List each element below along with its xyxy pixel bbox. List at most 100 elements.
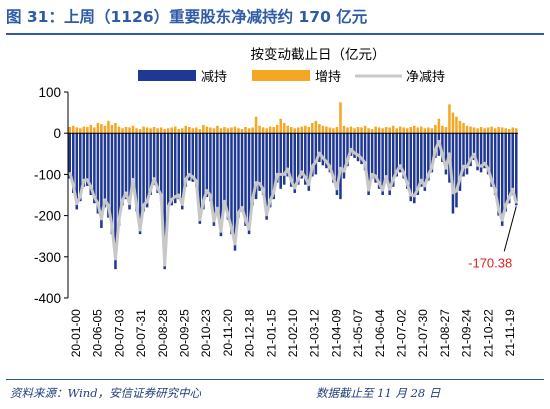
increase-bar [159,127,163,134]
increase-bar [103,125,107,134]
increase-bar [219,128,223,134]
reduce-bar [107,133,110,218]
x-tick-label: 21-06-04 [373,309,387,357]
reduce-bar [384,133,388,183]
x-tick-label: 21-01-15 [264,309,278,357]
increase-bar [209,127,212,134]
reduce-bar [507,133,511,204]
increase-bar [254,116,258,134]
reduce-bar [458,133,462,191]
figure-footer: 资料来源：Wind，安信证券研究中心 数据截止至 11 月 28 日 [6,382,544,404]
reduce-bar [282,133,286,185]
reduce-bar [79,133,82,202]
reduce-bar [275,133,279,183]
increase-bar [398,126,402,134]
reduce-bar [195,133,198,187]
increase-bar [177,129,181,134]
reduce-bar [493,133,497,195]
increase-bar [149,128,152,134]
reduce-bar [398,133,402,173]
increase-bar [416,127,420,134]
x-tick-label: 20-11-20 [221,309,235,356]
reduce-bar [328,133,332,173]
increase-bar [202,124,205,134]
cutoff-note: 数据截止至 11 月 28 日 [316,386,441,400]
source-note: 资料来源：Wind，安信证券研究中心 [10,386,202,400]
x-tick-label: 21-03-12 [308,309,322,357]
increase-bar [370,129,374,134]
reduce-bar [346,133,349,167]
reduce-bar [159,133,163,202]
increase-bar [430,128,434,134]
increase-bar [121,128,124,134]
increase-bar [511,127,514,134]
legend-reduce-swatch [138,70,196,81]
annotation-leader-line [503,206,517,252]
reduce-bar [135,133,138,212]
increase-bar [339,102,342,134]
increase-bar [89,124,93,134]
increase-bar [142,126,145,134]
x-tick-label: 20-07-03 [112,309,126,357]
reduce-bar [244,133,247,226]
increase-bar [423,128,427,134]
increase-bar [402,127,406,134]
reduce-bar [216,133,219,216]
reduce-bar [413,133,416,204]
legend-increase-swatch [252,70,310,81]
x-tick-labels: 20-01-00 20-06-05 20-07-03 20-07-31 20-08-28… [69,309,517,357]
increase-bar [135,128,138,134]
reduce-bar [318,133,321,163]
x-tick-label: 21-02-10 [286,309,300,357]
increase-bar [180,128,184,134]
increase-bar [110,124,114,134]
increase-bar [441,125,444,134]
y-tick-label: -100 [34,167,61,182]
increase-bar [307,127,311,134]
increase-bar [451,112,455,134]
reduce-bar [121,133,124,206]
reduce-bar [68,133,72,179]
reduce-bar [149,133,152,195]
reduce-bar [184,133,188,187]
increase-bar [335,127,339,134]
increase-bar [486,127,490,134]
increase-bar [152,127,156,134]
increase-bars [68,102,518,134]
reduce-bar [212,133,216,226]
reduce-bar [163,133,166,270]
reduce-bar [72,133,75,193]
x-tick-label: 20-06-05 [91,309,105,357]
x-tick-label: 21-09-24 [460,309,474,357]
increase-bar [72,125,75,134]
increase-bar [321,125,325,134]
increase-bar [483,128,486,134]
reduce-bar [96,133,100,214]
reduce-bar [349,133,353,156]
reduce-bar [353,133,356,158]
reduce-bar [363,133,367,171]
reduce-bar [381,133,384,195]
increase-bar [444,127,448,134]
x-tick-label: 20-08-28 [156,309,170,357]
increase-bar [332,128,335,134]
x-tick-label: 21-05-07 [351,309,365,357]
y-tick-label: 0 [53,126,61,141]
reduce-bar [367,133,370,195]
increase-bar [261,127,265,134]
legend-reduce-label: 减持 [201,69,227,84]
increase-bar [391,125,395,134]
reduce-bar [370,133,374,179]
reduce-bar [233,133,237,251]
legend-increase-label: 增持 [315,69,341,84]
increase-bar [363,125,367,134]
reduce-bar [289,133,293,187]
increase-bar [233,126,237,134]
annotation-value: -170.38 [468,255,512,270]
increase-bar [479,127,483,134]
reduce-bar [156,133,159,193]
reduce-bar [416,133,420,195]
increase-bar [244,127,247,134]
figure-title: 图 31：上周（1126）重要股东净减持约 170 亿元 [6,8,368,26]
reduce-bar [166,133,170,212]
